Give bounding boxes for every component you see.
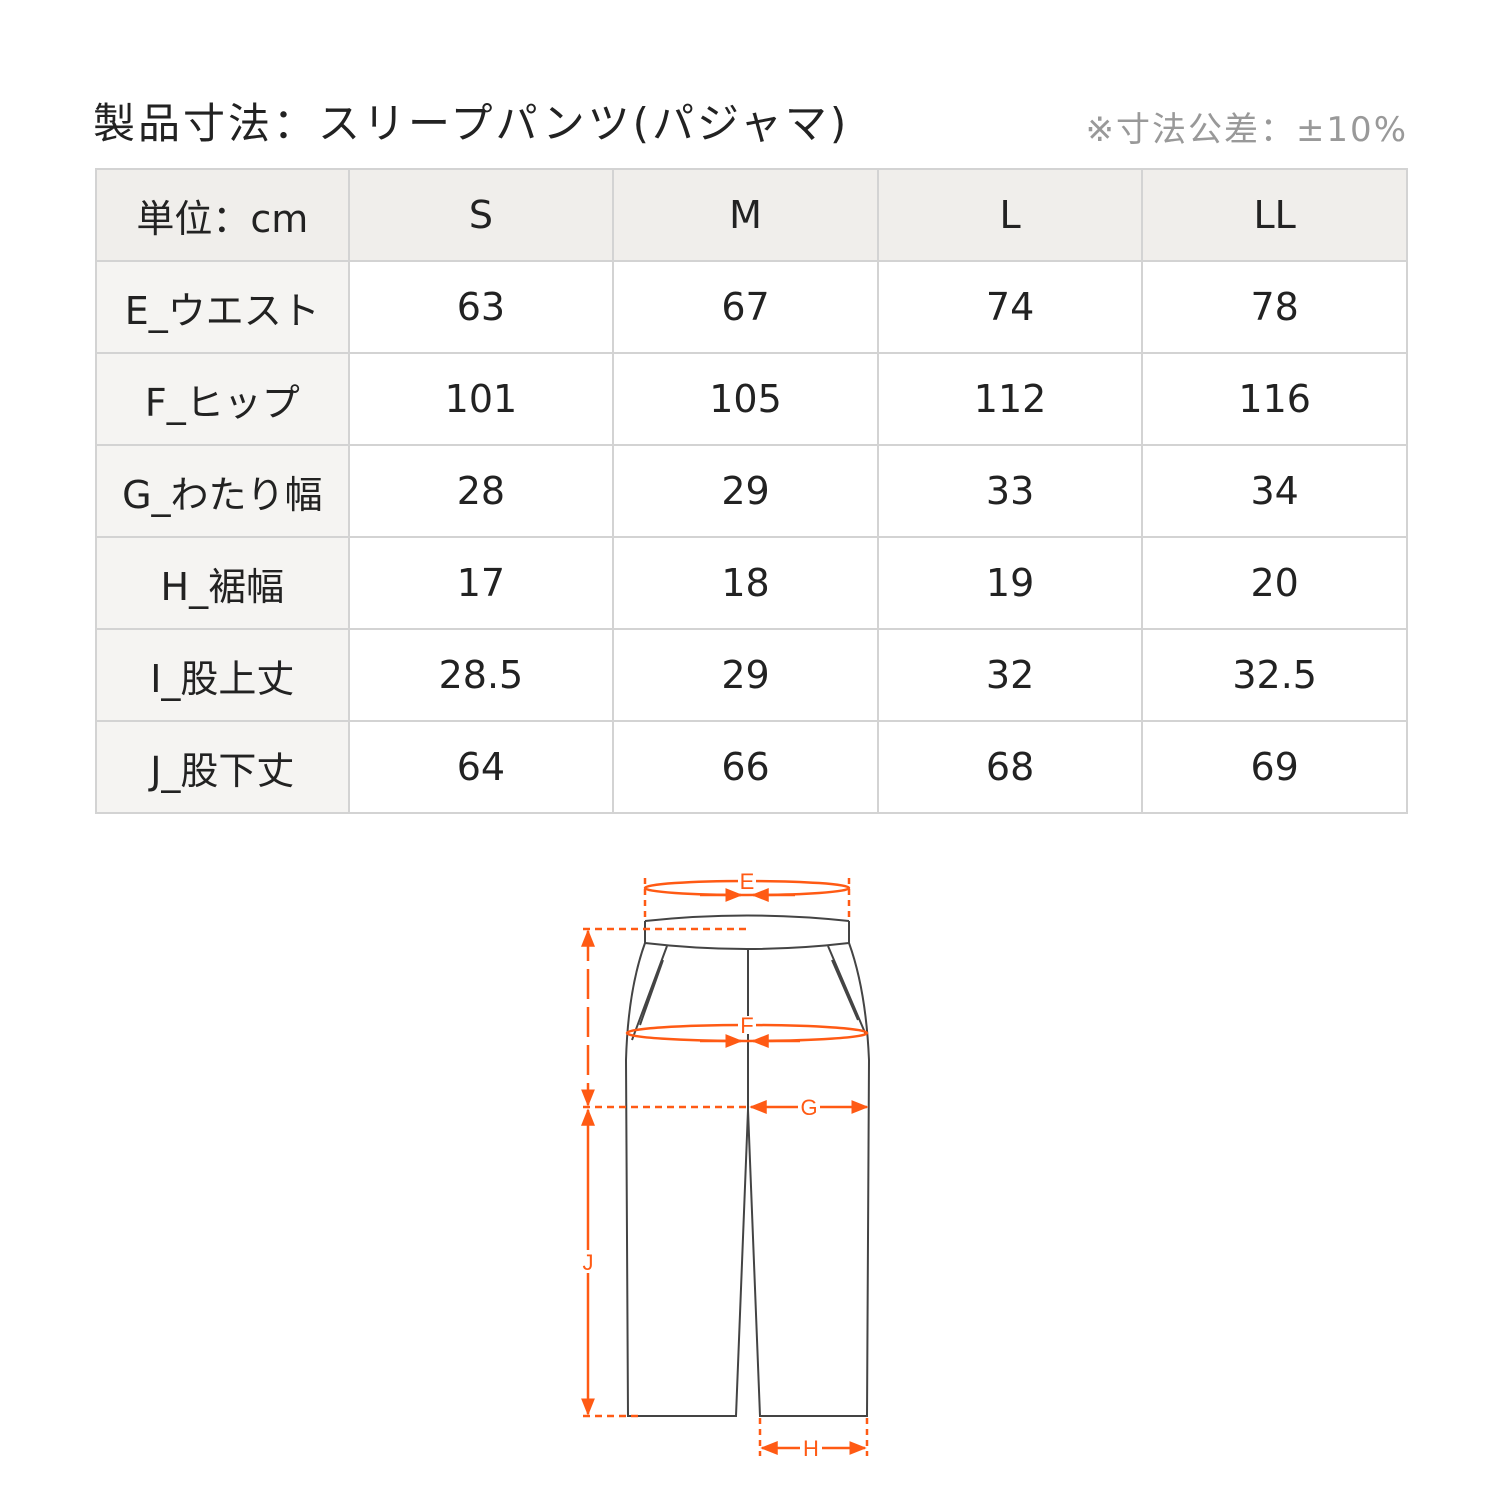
table-cell: 63	[347, 260, 615, 354]
pants-measurement-diagram: E F G J H	[581, 869, 871, 1461]
table-cell: 67	[612, 260, 879, 354]
size-table: 単位：cm S M L LL E_ウエスト 63 67 74 78 F_ヒップ …	[95, 168, 1408, 814]
table-cell: 101	[347, 352, 615, 446]
table-row: E_ウエスト 63 67 74 78	[95, 260, 1408, 354]
table-cell: 19	[876, 536, 1144, 630]
row-label: F_ヒップ	[95, 352, 350, 446]
table-cell: 28	[347, 444, 615, 538]
row-label: E_ウエスト	[95, 260, 350, 354]
row-label: J_股下丈	[95, 720, 350, 814]
table-row: J_股下丈 64 66 68 69	[95, 720, 1408, 814]
table-cell: 17	[347, 536, 615, 630]
tolerance-note: ※寸法公差：±10%	[1085, 110, 1408, 150]
table-cell: 29	[612, 444, 879, 538]
label-f: F	[740, 1013, 753, 1038]
table-cell: 64	[347, 720, 615, 814]
table-cell: 66	[612, 720, 879, 814]
table-row: F_ヒップ 101 105 112 116	[95, 352, 1408, 446]
table-cell: 18	[612, 536, 879, 630]
table-cell: 32	[876, 628, 1144, 722]
label-g: G	[800, 1095, 817, 1120]
table-row: G_わたり幅 28 29 33 34	[95, 444, 1408, 538]
row-label: I_股上丈	[95, 628, 350, 722]
measure-h-hem	[758, 1418, 869, 1456]
header-size-l: L	[876, 168, 1144, 262]
table-header-row: 単位：cm S M L LL	[95, 168, 1408, 262]
pants-outline	[624, 914, 871, 1417]
table-cell: 33	[876, 444, 1144, 538]
table-cell: 69	[1141, 720, 1408, 814]
table-cell: 28.5	[347, 628, 615, 722]
table-row: I_股上丈 28.5 29 32 32.5	[95, 628, 1408, 722]
header-size-s: S	[347, 168, 615, 262]
label-j: J	[583, 1250, 594, 1275]
table-cell: 68	[876, 720, 1144, 814]
row-label: H_裾幅	[95, 536, 350, 630]
header-size-ll: LL	[1141, 168, 1408, 262]
table-cell: 105	[612, 352, 879, 446]
measure-j-inseam	[581, 927, 748, 1418]
table-row: H_裾幅 17 18 19 20	[95, 536, 1408, 630]
table-cell: 116	[1141, 352, 1408, 446]
table-cell: 32.5	[1141, 628, 1408, 722]
table-cell: 112	[876, 352, 1144, 446]
table-cell: 29	[612, 628, 879, 722]
table-cell: 34	[1141, 444, 1408, 538]
table-cell: 78	[1141, 260, 1408, 354]
header-size-m: M	[612, 168, 879, 262]
label-e: E	[740, 869, 755, 894]
row-label: G_わたり幅	[95, 444, 350, 538]
label-h: H	[803, 1436, 819, 1461]
table-cell: 20	[1141, 536, 1408, 630]
table-cell: 74	[876, 260, 1144, 354]
page-title: 製品寸法：スリープパンツ(パジャマ)	[93, 99, 850, 148]
header-unit: 単位：cm	[95, 168, 350, 262]
